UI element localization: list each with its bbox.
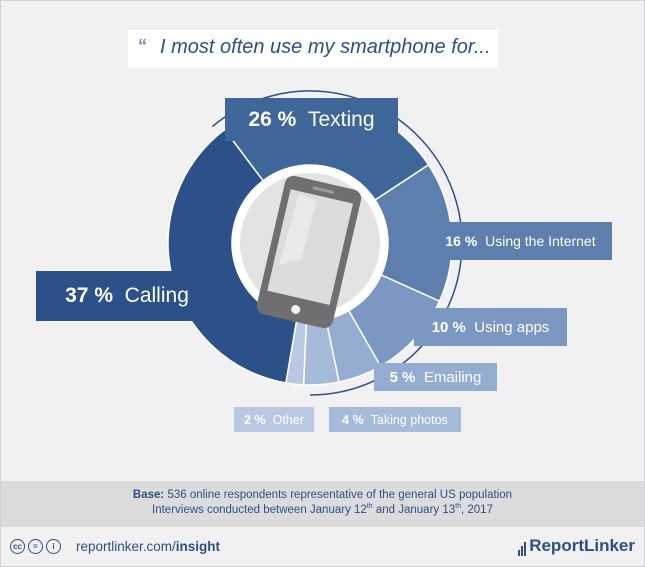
slice-label-texting: 26 % Texting — [225, 98, 398, 141]
quote-icon: “ — [138, 36, 147, 56]
by-icon: i — [46, 539, 61, 554]
site-link[interactable]: reportlinker.com/insight — [76, 539, 221, 554]
cc-icon: cc — [10, 539, 25, 554]
base-note: Base: 536 online respondents representat… — [132, 489, 513, 501]
license-icons: cc = i — [10, 539, 61, 554]
footer-band: Base: 536 online respondents representat… — [1, 481, 644, 527]
slice-label-other: 2 % Other — [234, 407, 314, 432]
slice-label-apps: 10 % Using apps — [414, 308, 567, 346]
slice-label-internet: 16 % Using the Internet — [429, 222, 612, 260]
nd-icon: = — [28, 539, 43, 554]
smartphone-icon — [256, 175, 362, 329]
interview-note: Interviews conducted between January 12t… — [152, 503, 493, 516]
slice-label-photos: 4 % Taking photos — [329, 407, 461, 432]
chart-title: I most often use my smartphone for... — [160, 36, 491, 58]
slice-label-emailing: 5 % Emailing — [374, 363, 497, 391]
brand-logo: ReportLinker — [518, 536, 635, 556]
bars-icon — [518, 540, 527, 556]
slice-label-calling: 37 % Calling — [36, 271, 218, 321]
title-box: “ I most often use my smartphone for... — [128, 30, 498, 68]
